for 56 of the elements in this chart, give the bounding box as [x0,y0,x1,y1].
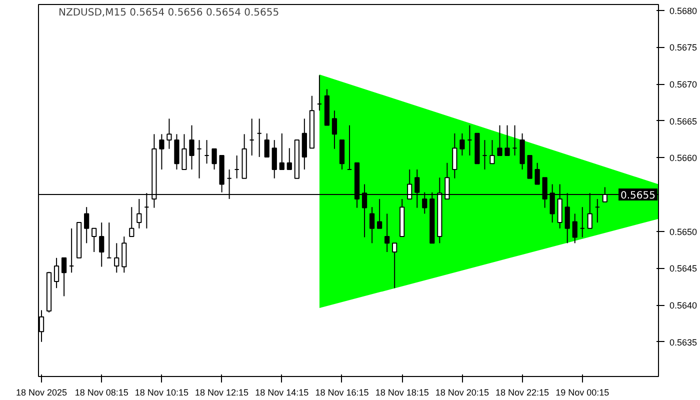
candlestick [182,134,187,170]
candlestick [384,213,390,253]
candlestick [122,236,127,274]
y-tick-label: 0.5650 [670,226,698,237]
candlestick [174,134,180,170]
y-tick-label: 0.5640 [670,300,698,311]
x-tick-label: 19 Nov 00:15 [556,388,610,398]
x-tick-label: 18 Nov 16:15 [315,388,369,398]
y-tick-label: 0.5665 [670,116,698,126]
y-tick-label: 0.5635 [670,337,698,348]
candlestick [460,132,465,156]
ref-line-label: 0.5655 [620,190,656,202]
candlestick [302,118,307,170]
candlestick [369,206,375,244]
candlestick [136,198,142,229]
candlestick [339,140,345,170]
candlestick [534,162,540,185]
candlestick [99,222,104,268]
candlestick [392,242,398,289]
candlestick [166,118,172,150]
x-tick-label: 18 Nov 18:15 [375,388,429,398]
candlestick [84,206,90,244]
x-tick-label: 18 Nov 14:15 [255,388,309,398]
candlestick [286,148,292,170]
candlestick [497,124,502,156]
candlestick [490,140,495,164]
candlestick [452,132,458,179]
candlestick [272,140,277,179]
x-tick-label: 18 Nov 20:15 [435,388,489,398]
candlestick [279,132,284,170]
candlestick [376,198,382,229]
candlestick [189,124,194,170]
candlestick [129,206,134,238]
candlestick [212,148,217,170]
candlestick [332,110,338,150]
candlestick [264,132,270,158]
x-tick-label: 18 Nov 2025 [16,388,68,398]
y-tick-label: 0.5675 [670,42,698,53]
y-tick-label: 0.5680 [670,6,698,16]
candlestick [159,134,164,170]
y-tick-label: 0.5660 [670,153,698,164]
candlestick [572,213,578,244]
candlestick [54,257,60,289]
candlestick [504,124,510,156]
candlestick [527,155,532,179]
chart-title: NZDUSD,M15 0.5654 0.5656 0.5654 0.5655 [58,8,280,18]
x-tick-label: 18 Nov 22:15 [496,388,550,398]
y-tick-label: 0.5670 [670,80,698,90]
candlestick [520,132,525,170]
x-tick-label: 18 Nov 12:15 [195,388,249,398]
x-tick-label: 18 Nov 10:15 [134,388,188,398]
x-tick-label: 18 Nov 08:15 [74,388,128,398]
candlestick [61,257,67,297]
candlestick [114,242,120,274]
y-tick-label: 0.5645 [670,264,698,274]
candlestick [92,228,97,253]
